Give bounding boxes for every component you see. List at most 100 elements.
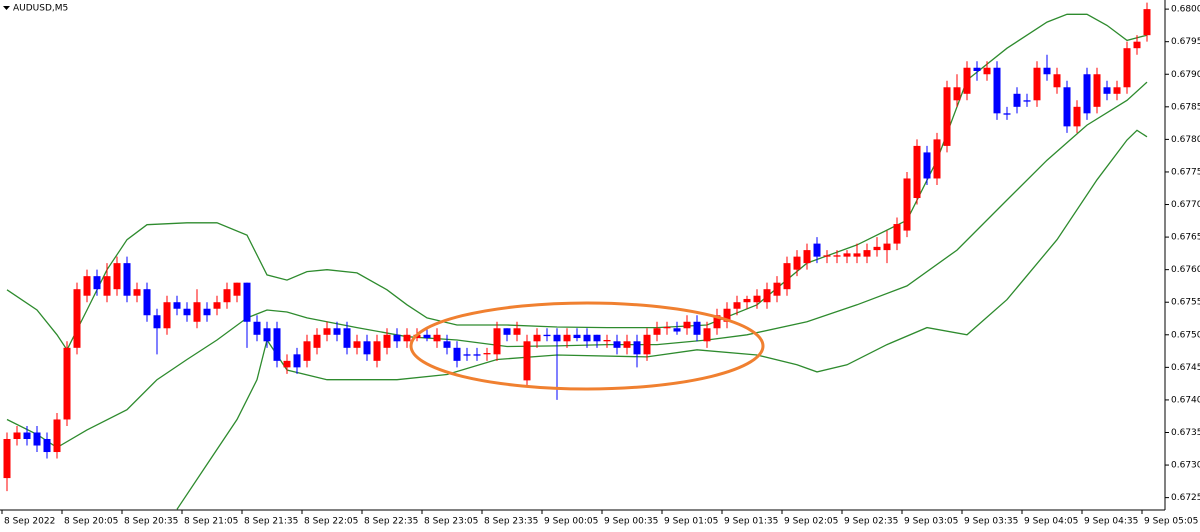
candle-body [823, 255, 831, 257]
x-tick-label: 8 Sep 20:05 [64, 517, 118, 527]
candle-body [1123, 48, 1131, 88]
candle-body [1073, 106, 1081, 127]
candle-body [553, 334, 561, 342]
candle-body [773, 282, 781, 296]
candle-body [893, 224, 901, 244]
candle-body [583, 334, 591, 342]
candle-body [103, 276, 111, 296]
candle-body [903, 178, 911, 231]
candles-layer [3, 2, 1151, 492]
candle-body [1053, 74, 1061, 88]
candle-body [543, 334, 551, 337]
candle-body [293, 354, 301, 368]
x-tick-label: 9 Sep 00:05 [544, 517, 598, 527]
candle-body [443, 341, 451, 348]
candle-body [333, 328, 341, 335]
candle-body [93, 276, 101, 290]
candle-body [483, 353, 491, 355]
candle-body [993, 67, 1001, 114]
candle-body [713, 315, 721, 329]
candle-body [1043, 67, 1051, 75]
x-tick-label: 9 Sep 04:35 [1084, 517, 1138, 527]
candle-body [383, 334, 391, 348]
candle-body [923, 152, 931, 179]
x-tick-label: 8 Sep 2022 [4, 517, 55, 527]
y-tick-label: 0.67250 [1171, 493, 1200, 503]
candle-body [23, 432, 31, 440]
candle-body [83, 276, 91, 296]
candle-body [153, 315, 161, 329]
x-tick-label: 9 Sep 03:35 [964, 517, 1018, 527]
candle-body [723, 308, 731, 322]
candle-body [253, 321, 261, 335]
x-tick-label: 8 Sep 22:05 [304, 517, 358, 527]
candle-body [853, 253, 861, 257]
candle-body [863, 250, 871, 257]
candle-body [323, 328, 331, 335]
candle-body [213, 302, 221, 309]
x-tick-label: 9 Sep 05:05 [1144, 517, 1198, 527]
candle-body [493, 328, 501, 355]
candle-body [1103, 87, 1111, 94]
candle-body [263, 328, 271, 342]
x-tick-label: 8 Sep 23:35 [484, 517, 538, 527]
x-tick-label: 8 Sep 22:35 [364, 517, 418, 527]
candle-body [523, 341, 531, 381]
candle-body [43, 439, 51, 453]
candle-body [703, 328, 711, 342]
x-tick-label: 9 Sep 01:35 [724, 517, 778, 527]
candle-body [1093, 74, 1101, 107]
candle-body [843, 253, 851, 257]
candle-body [163, 302, 171, 329]
candle-body [273, 328, 281, 361]
x-tick-label: 9 Sep 03:05 [904, 517, 958, 527]
candle-body [173, 302, 181, 309]
x-tick-label: 8 Sep 21:05 [184, 517, 238, 527]
candle-body [133, 289, 141, 296]
x-tick-label: 9 Sep 02:05 [784, 517, 838, 527]
x-tick-label: 9 Sep 02:35 [844, 517, 898, 527]
candle-body [613, 341, 621, 348]
candle-body [873, 246, 881, 251]
candle-body [643, 334, 651, 355]
x-tick-label: 8 Sep 21:35 [244, 517, 298, 527]
candle-body [403, 334, 411, 342]
candle-body [693, 321, 701, 335]
candle-body [193, 302, 201, 322]
x-tick-label: 9 Sep 04:05 [1024, 517, 1078, 527]
candle-body [243, 282, 251, 322]
candle-body [763, 289, 771, 303]
candle-body [13, 432, 21, 440]
candle-body [513, 328, 521, 335]
candle-body [113, 263, 121, 290]
highlight-ellipse [409, 301, 765, 391]
candle-body [633, 341, 641, 355]
candle-body [73, 289, 81, 348]
candle-body [143, 289, 151, 316]
candle-body [533, 334, 541, 342]
candle-body [123, 263, 131, 296]
candle-body [663, 326, 671, 329]
candle-body [783, 263, 791, 290]
candle-body [423, 334, 431, 339]
candle-body [343, 328, 351, 348]
candle-body [1023, 100, 1031, 102]
candle-body [793, 256, 801, 270]
candle-body [1113, 87, 1121, 94]
candle-body [973, 67, 981, 71]
candle-body [623, 341, 631, 348]
bollinger-band [176, 129, 1148, 510]
candle-body [963, 67, 971, 94]
candle-body [593, 334, 601, 342]
candle-body [933, 139, 941, 179]
candle-body [1133, 41, 1141, 49]
